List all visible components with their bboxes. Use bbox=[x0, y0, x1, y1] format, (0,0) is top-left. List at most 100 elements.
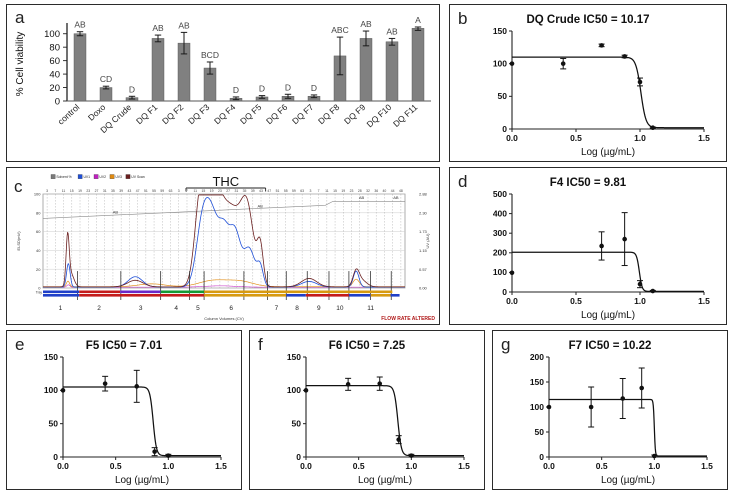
svg-text:D: D bbox=[285, 82, 291, 92]
svg-text:63: 63 bbox=[300, 189, 304, 193]
svg-text:0: 0 bbox=[38, 286, 41, 291]
svg-text:0: 0 bbox=[539, 452, 544, 462]
svg-text:100: 100 bbox=[493, 58, 507, 68]
svg-text:0.0: 0.0 bbox=[57, 461, 69, 471]
svg-text:CD: CD bbox=[100, 74, 112, 84]
svg-text:31: 31 bbox=[234, 189, 238, 193]
svg-text:1.5: 1.5 bbox=[698, 296, 710, 306]
svg-text:60: 60 bbox=[49, 56, 60, 67]
svg-text:60: 60 bbox=[36, 229, 41, 234]
svg-text:6: 6 bbox=[229, 305, 233, 312]
svg-text:0.0: 0.0 bbox=[506, 296, 518, 306]
svg-text:55: 55 bbox=[152, 189, 156, 193]
svg-text:31: 31 bbox=[103, 189, 107, 193]
panel-e: e F5 IC50 = 7.01 0 50 100 150 0.0 0.5 1.0 1.5 Lo… bbox=[6, 330, 242, 490]
svg-text:80: 80 bbox=[36, 210, 41, 215]
svg-text:AB: AB bbox=[359, 195, 365, 200]
svg-text:19: 19 bbox=[210, 189, 214, 193]
svg-text:100: 100 bbox=[34, 192, 41, 197]
svg-text:0: 0 bbox=[53, 452, 58, 462]
panel-e-label: e bbox=[15, 335, 25, 354]
panel-f-title: F6 IC50 = 7.25 bbox=[328, 340, 406, 352]
svg-text:35: 35 bbox=[243, 189, 247, 193]
svg-text:2.30: 2.30 bbox=[419, 210, 428, 215]
svg-text:200: 200 bbox=[493, 248, 507, 258]
svg-text:39: 39 bbox=[251, 189, 255, 193]
svg-text:27: 27 bbox=[226, 189, 230, 193]
svg-text:19: 19 bbox=[341, 189, 345, 193]
svg-text:3: 3 bbox=[46, 189, 48, 193]
svg-text:AB: AB bbox=[178, 20, 190, 30]
svg-text:0.5: 0.5 bbox=[596, 461, 608, 471]
svg-text:0.5: 0.5 bbox=[570, 296, 582, 306]
panel-c: c Solvent % UV1 UV2 UV3 UV Scan 100 80 60 40 20 0 2… bbox=[6, 167, 440, 325]
svg-text:1.0: 1.0 bbox=[634, 133, 646, 143]
svg-text:0: 0 bbox=[502, 287, 507, 297]
svg-text:0.0: 0.0 bbox=[300, 461, 312, 471]
svg-text:11: 11 bbox=[62, 189, 66, 193]
svg-text:DQ F4: DQ F4 bbox=[212, 102, 237, 126]
panel-b: b DQ Crude IC50 = 10.17 0 50 100 150 0.0 0.5 1… bbox=[449, 4, 727, 162]
svg-text:0.57: 0.57 bbox=[419, 267, 428, 272]
svg-text:1.5: 1.5 bbox=[458, 461, 470, 471]
svg-text:Doxo: Doxo bbox=[86, 102, 108, 123]
svg-text:19: 19 bbox=[78, 189, 82, 193]
svg-text:D: D bbox=[311, 83, 317, 93]
svg-text:11: 11 bbox=[193, 189, 197, 193]
svg-text:Log (µg/mL): Log (µg/mL) bbox=[115, 475, 169, 486]
svg-text:DQ F6: DQ F6 bbox=[264, 102, 289, 126]
panel-d-label: d bbox=[458, 172, 468, 191]
panel-f-label: f bbox=[258, 335, 263, 354]
svg-text:400: 400 bbox=[493, 208, 507, 218]
svg-text:5: 5 bbox=[196, 305, 200, 312]
svg-text:Tray: Tray bbox=[36, 291, 43, 295]
svg-text:9: 9 bbox=[317, 305, 321, 312]
panel-g-chart: 0 50 100 150 200 0.0 0.5 1.0 1.5 Log (µg/mL) bbox=[530, 352, 713, 486]
panel-e-title: F5 IC50 = 7.01 bbox=[85, 340, 163, 352]
svg-text:48: 48 bbox=[399, 189, 403, 193]
svg-text:DQ F11: DQ F11 bbox=[391, 102, 420, 129]
panel-e-chart: 0 50 100 150 0.0 0.5 1.0 1.5 Log (µg/mL) bbox=[44, 352, 227, 486]
svg-text:DQ F8: DQ F8 bbox=[316, 102, 341, 126]
svg-text:47: 47 bbox=[267, 189, 271, 193]
svg-text:7: 7 bbox=[186, 189, 188, 193]
panel-b-chart: 0 50 100 150 0.0 0.5 1.0 1.5 Log (µg/mL) bbox=[493, 26, 710, 158]
svg-text:40: 40 bbox=[49, 70, 60, 81]
panel-d-chart: 0 100 200 300 400 500 0.0 0.5 1.0 1.5 Log (µg/mL) bbox=[493, 189, 710, 321]
svg-text:3: 3 bbox=[309, 189, 311, 193]
panel-a-label: a bbox=[15, 8, 25, 27]
svg-text:15: 15 bbox=[202, 189, 206, 193]
svg-text:2.88: 2.88 bbox=[419, 192, 428, 197]
svg-text:150: 150 bbox=[44, 352, 58, 362]
svg-text:UV2: UV2 bbox=[99, 175, 106, 179]
svg-text:100: 100 bbox=[530, 402, 544, 412]
svg-text:1.0: 1.0 bbox=[634, 296, 646, 306]
svg-text:3: 3 bbox=[178, 189, 180, 193]
svg-text:UV3: UV3 bbox=[115, 175, 122, 179]
svg-text:AB: AB bbox=[360, 19, 372, 29]
svg-text:51: 51 bbox=[276, 189, 280, 193]
svg-text:DQ F3: DQ F3 bbox=[186, 102, 211, 126]
svg-text:FLOW RATE ALTERED: FLOW RATE ALTERED bbox=[381, 316, 435, 322]
svg-text:UV1: UV1 bbox=[83, 175, 90, 179]
svg-text:27: 27 bbox=[95, 189, 99, 193]
svg-text:UV Scan: UV Scan bbox=[131, 175, 144, 179]
svg-text:1.5: 1.5 bbox=[701, 461, 713, 471]
svg-text:150: 150 bbox=[530, 377, 544, 387]
svg-text:DQ F1: DQ F1 bbox=[134, 102, 159, 126]
svg-text:11: 11 bbox=[325, 189, 329, 193]
svg-text:2: 2 bbox=[97, 305, 101, 312]
svg-text:DQ F2: DQ F2 bbox=[160, 102, 185, 126]
svg-text:23: 23 bbox=[218, 189, 222, 193]
svg-text:32: 32 bbox=[366, 189, 370, 193]
svg-text:1.5: 1.5 bbox=[698, 133, 710, 143]
svg-text:50: 50 bbox=[535, 427, 545, 437]
svg-text:59: 59 bbox=[292, 189, 296, 193]
svg-text:AB: AB bbox=[152, 23, 164, 33]
svg-text:0.5: 0.5 bbox=[570, 133, 582, 143]
panel-c-label: c bbox=[14, 177, 23, 196]
svg-text:Log (µg/mL): Log (µg/mL) bbox=[581, 310, 635, 321]
svg-text:THC: THC bbox=[212, 174, 239, 189]
panel-g-title: F7 IC50 = 10.22 bbox=[568, 340, 652, 352]
svg-text:200: 200 bbox=[530, 352, 544, 362]
